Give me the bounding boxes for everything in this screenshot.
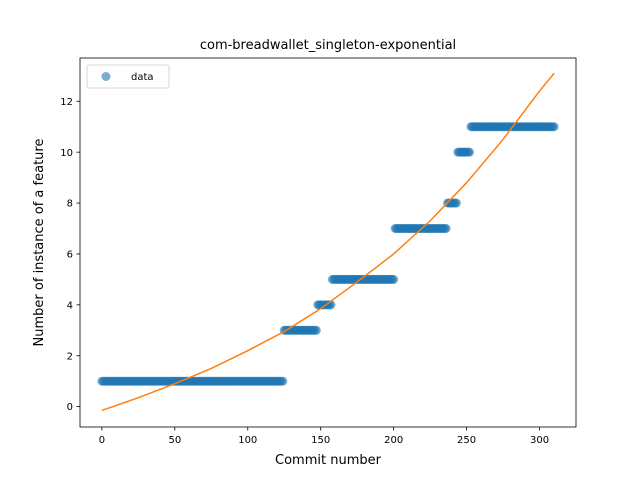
x-tick-label: 250 [457,435,476,446]
x-tick-label: 100 [238,435,257,446]
y-tick-label: 4 [67,300,73,311]
data-point [278,376,288,386]
data-point [389,274,399,284]
y-tick-label: 10 [60,148,73,159]
x-tick-label: 300 [530,435,549,446]
data-point [311,325,321,335]
x-tick-label: 50 [168,435,181,446]
y-tick-label: 12 [60,97,73,108]
y-tick-label: 0 [67,402,73,413]
legend-box [86,64,170,89]
y-tick-label: 8 [67,199,73,210]
y-tick-label: 2 [67,351,73,362]
y-axis-label: Number of instance of a feature [32,139,47,347]
ticks: 0 50 100 150 200 250 300 0 2 4 6 8 10 12 [60,97,549,446]
plot-area [97,72,559,412]
x-tick-label: 150 [311,435,330,446]
legend-marker [101,72,111,81]
x-tick-label: 200 [384,435,403,446]
x-tick-label: 0 [99,435,105,446]
axes-frame [79,57,577,428]
data-point [441,224,451,233]
legend-entry-data: data [131,72,154,83]
data-point [549,122,559,132]
fit-line [101,72,555,412]
data-point [451,198,461,208]
legend: data [86,64,170,89]
x-axis-label: Commit number [275,453,382,468]
data-point [465,147,475,157]
y-tick-label: 6 [67,250,73,261]
chart-title: com-breadwallet_singleton-exponential [200,38,456,53]
